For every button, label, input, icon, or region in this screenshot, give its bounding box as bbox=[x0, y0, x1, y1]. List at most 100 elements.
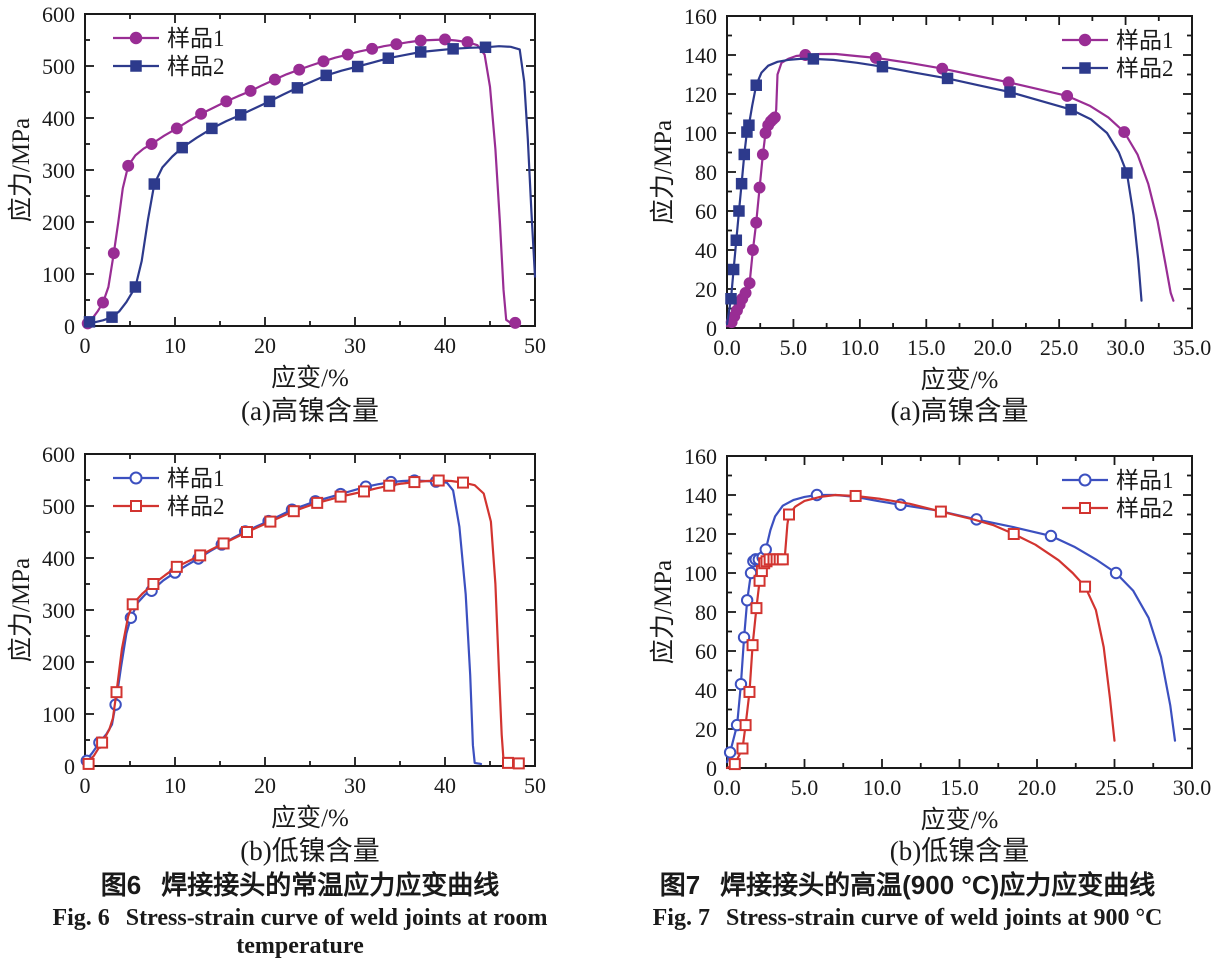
svg-text:0: 0 bbox=[80, 333, 91, 358]
svg-text:20.0: 20.0 bbox=[973, 335, 1012, 360]
fig6a-series-2 bbox=[83, 41, 537, 328]
svg-text:25.0: 25.0 bbox=[1040, 335, 1079, 360]
svg-text:0: 0 bbox=[80, 773, 91, 798]
fig7b-figure: 0.0 5.0 10.0 15.0 20.0 25.0 30.0 0 20 40 60 80 100 12… bbox=[600, 440, 1215, 866]
fig7-caption-zh: 图7 焊接接头的高温(900 °C)应力应变曲线 bbox=[600, 870, 1215, 900]
fig6a-xlabel: 应变/% bbox=[271, 364, 349, 392]
fig7-caption-en: Fig. 7 Stress-strain curve of weld joints… bbox=[600, 904, 1215, 932]
svg-text:80: 80 bbox=[695, 600, 717, 625]
svg-text:20: 20 bbox=[254, 333, 276, 358]
svg-text:30: 30 bbox=[344, 333, 366, 358]
svg-text:40: 40 bbox=[434, 333, 456, 358]
svg-text:140: 140 bbox=[684, 483, 717, 508]
fig6-caption-en-text: Stress-strain curve of weld joints at ro… bbox=[125, 905, 548, 959]
svg-text:0: 0 bbox=[64, 314, 75, 339]
fig6b-legend-label-1: 样品1 bbox=[167, 466, 225, 491]
svg-text:0: 0 bbox=[64, 754, 75, 779]
fig7a-legend-label-1: 样品1 bbox=[1116, 28, 1174, 53]
fig6-caption-en-label: Fig. 6 bbox=[52, 905, 110, 931]
svg-text:30.0: 30.0 bbox=[1173, 775, 1212, 800]
fig6a-legend-label-1: 样品1 bbox=[167, 26, 225, 51]
figure7-column: 0.0 5.0 10.0 15.0 20.0 25.0 30.0 35.0 0 20 40 60 80 1… bbox=[600, 0, 1215, 932]
fig7b-subcaption: (b)低镍含量 bbox=[889, 836, 1030, 866]
fig7b-line-1 bbox=[725, 493, 1177, 764]
fig6a-chart: 0 10 20 30 40 500100200300400500600应变/%应力/MPa… bbox=[7, 2, 546, 392]
svg-text:200: 200 bbox=[42, 650, 75, 675]
fig7a-subcaption: (a)高镍含量 bbox=[890, 396, 1029, 426]
fig7b-legend-label-1: 样品1 bbox=[1116, 468, 1174, 493]
svg-text:200: 200 bbox=[42, 210, 75, 235]
svg-text:10: 10 bbox=[164, 773, 186, 798]
fig7a-ylabel: 应力/MPa bbox=[649, 120, 677, 224]
svg-text:10.0: 10.0 bbox=[863, 775, 902, 800]
fig6-caption-zh-text: 焊接接头的常温应力应变曲线 bbox=[161, 870, 500, 900]
fig6-caption-en: Fig. 6 Stress-strain curve of weld joints… bbox=[0, 904, 600, 960]
fig6b-legend-label-2: 样品2 bbox=[167, 494, 225, 519]
svg-text:120: 120 bbox=[684, 82, 717, 107]
svg-text:0.0: 0.0 bbox=[713, 775, 741, 800]
fig7b-xlabel: 应变/% bbox=[921, 806, 999, 834]
fig7a-series-2 bbox=[725, 53, 1143, 326]
fig7a-chart: 0.0 5.0 10.0 15.0 20.0 25.0 30.0 35.0 0 20 40 60 80 1… bbox=[649, 4, 1211, 394]
fig7b-series-2 bbox=[725, 489, 1116, 771]
svg-text:30: 30 bbox=[344, 773, 366, 798]
svg-text:500: 500 bbox=[42, 54, 75, 79]
figure6-column: 0 10 20 30 40 50 0 100 200 300 400 500 600 应变/% 应力/MPa… bbox=[0, 0, 600, 960]
fig7-caption-zh-text: 焊接接头的高温(900 °C)应力应变曲线 bbox=[720, 870, 1156, 900]
svg-text:25.0: 25.0 bbox=[1095, 775, 1134, 800]
svg-text:100: 100 bbox=[684, 121, 717, 146]
fig6a-legend-label-2: 样品2 bbox=[167, 54, 225, 79]
fig6a-plot-border bbox=[84, 13, 536, 327]
svg-text:15.0: 15.0 bbox=[907, 335, 946, 360]
svg-text:600: 600 bbox=[42, 2, 75, 27]
fig6b-chart: 0 10 20 30 40 500100200300400500600应变/%应力/MPa… bbox=[7, 442, 546, 832]
fig6b-subcaption: (b)低镍含量 bbox=[240, 836, 380, 866]
fig7b-chart: 0.0 5.0 10.0 15.0 20.0 25.0 30.0 0 20 40 60 80 100 12… bbox=[649, 444, 1211, 834]
svg-text:35.0: 35.0 bbox=[1173, 335, 1212, 360]
fig7-caption-en-text: Stress-strain curve of weld joints at 90… bbox=[725, 905, 1163, 931]
fig6a-ylabel: 应力/MPa bbox=[7, 118, 35, 222]
svg-text:50: 50 bbox=[524, 333, 546, 358]
svg-text:50: 50 bbox=[524, 773, 546, 798]
fig7-caption-en-label: Fig. 7 bbox=[652, 905, 710, 931]
svg-text:120: 120 bbox=[684, 522, 717, 547]
fig6-caption-zh: 图6 焊接接头的常温应力应变曲线 bbox=[0, 870, 600, 900]
svg-text:400: 400 bbox=[42, 106, 75, 131]
fig6a-subcaption: (a)高镍含量 bbox=[241, 396, 379, 426]
svg-text:40: 40 bbox=[434, 773, 456, 798]
fig6b-series-2 bbox=[82, 474, 525, 770]
fig7a-xlabel: 应变/% bbox=[921, 366, 999, 394]
svg-text:40: 40 bbox=[695, 678, 717, 703]
fig6a-figure: 0 10 20 30 40 50 0 100 200 300 400 500 600 应变/% 应力/MPa… bbox=[0, 0, 600, 426]
svg-text:0.0: 0.0 bbox=[713, 335, 741, 360]
svg-text:100: 100 bbox=[42, 262, 75, 287]
fig6b-figure: 0 10 20 30 40 50 0 100 200 300 400 500 600 应变/% 应力/MPa… bbox=[0, 440, 600, 866]
fig7b-tick-labels: 0.0 5.0 10.0 15.0 20.0 25.0 30.0 0 20 40 60 80 100 12… bbox=[684, 444, 1211, 800]
svg-text:5.0: 5.0 bbox=[791, 775, 819, 800]
svg-text:5.0: 5.0 bbox=[780, 335, 808, 360]
fig7a-figure: 0.0 5.0 10.0 15.0 20.0 25.0 30.0 35.0 0 20 40 60 80 1… bbox=[600, 0, 1215, 426]
svg-text:40: 40 bbox=[695, 238, 717, 263]
svg-text:20.0: 20.0 bbox=[1018, 775, 1057, 800]
svg-text:10: 10 bbox=[164, 333, 186, 358]
svg-text:600: 600 bbox=[42, 442, 75, 467]
svg-text:160: 160 bbox=[684, 4, 717, 29]
svg-text:160: 160 bbox=[684, 444, 717, 469]
svg-text:100: 100 bbox=[684, 561, 717, 586]
svg-text:15.0: 15.0 bbox=[940, 775, 979, 800]
svg-text:0: 0 bbox=[706, 756, 717, 781]
svg-text:0: 0 bbox=[706, 316, 717, 341]
fig7a-tick-labels: 0.0 5.0 10.0 15.0 20.0 25.0 30.0 35.0 0 20 40 60 80 1… bbox=[684, 4, 1211, 360]
fig6b-axis-titles: 应变/% 应力/MPa bbox=[7, 558, 349, 832]
svg-text:300: 300 bbox=[42, 598, 75, 623]
fig7b-ylabel: 应力/MPa bbox=[649, 560, 677, 664]
fig7a-legend-label-2: 样品2 bbox=[1116, 56, 1174, 81]
svg-text:20: 20 bbox=[695, 277, 717, 302]
fig6-caption-zh-label: 图6 bbox=[100, 870, 142, 900]
